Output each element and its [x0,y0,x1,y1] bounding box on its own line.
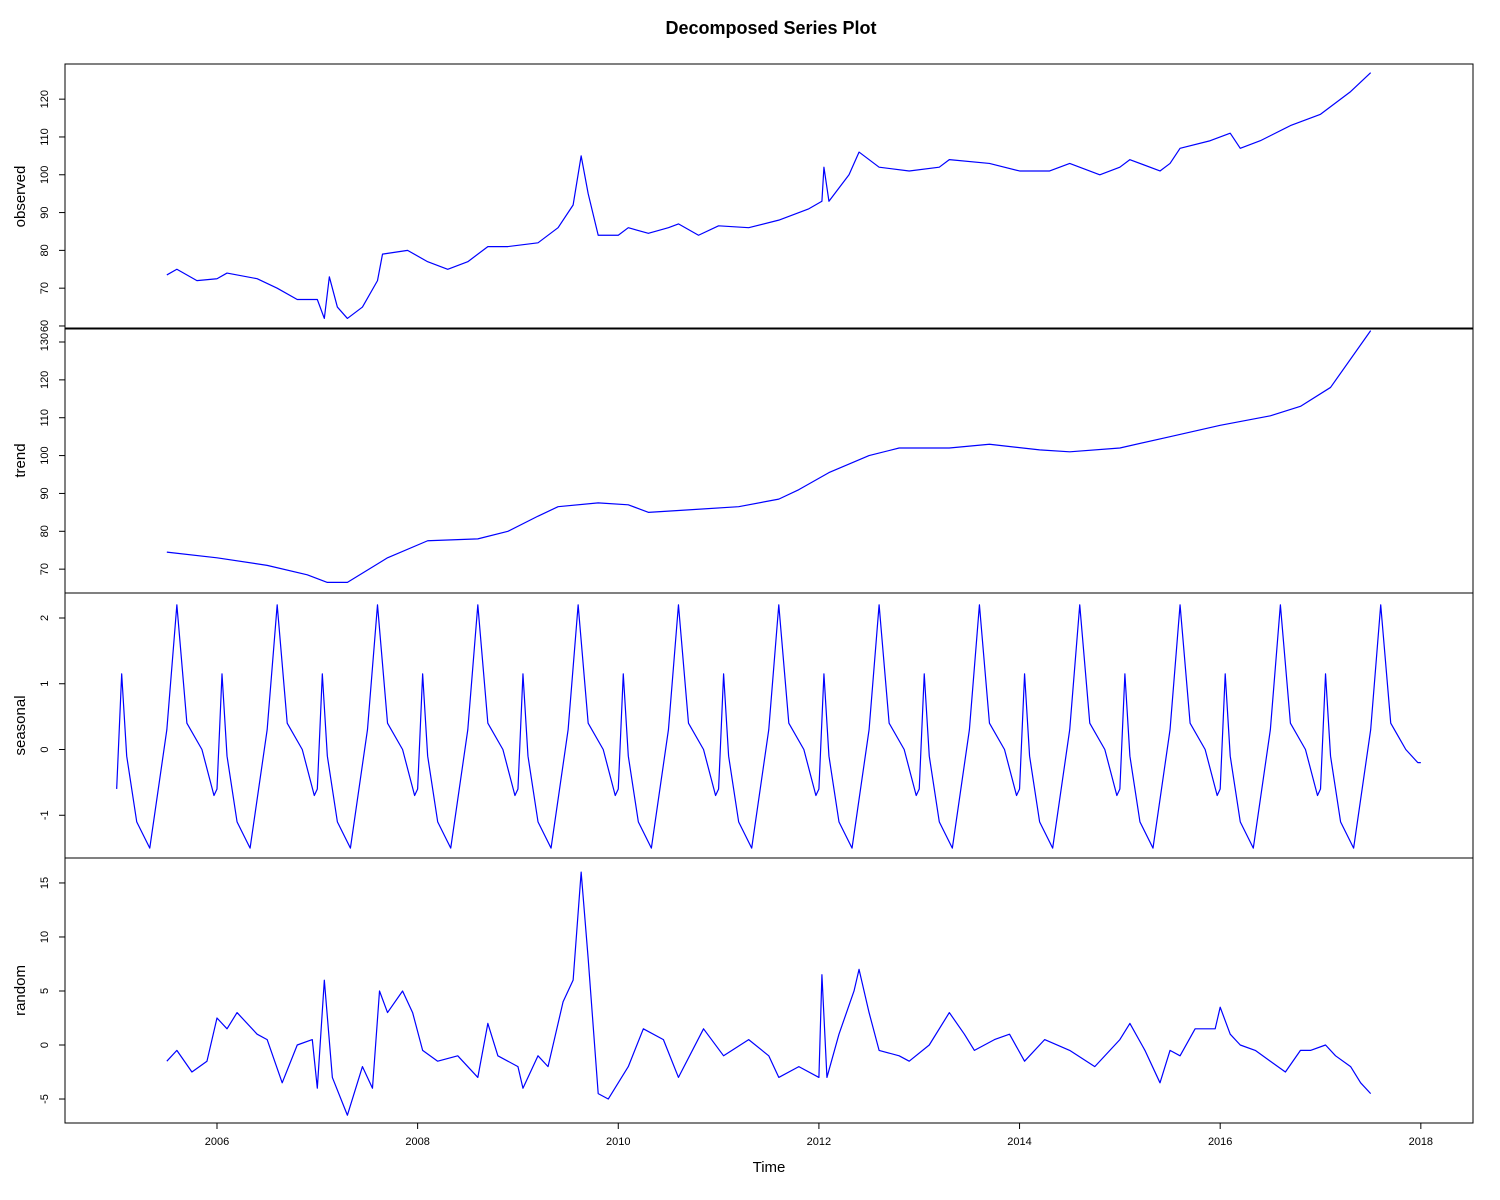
y-tick-label: 60 [39,320,51,332]
x-tick-label: 2008 [405,1136,429,1148]
y-tick-label: 90 [39,206,51,218]
y-tick-label: 0 [39,746,51,752]
y-axis-label: seasonal [12,695,29,755]
y-tick-label: 5 [39,988,51,994]
y-tick-label: -5 [39,1094,51,1104]
y-tick-label: 90 [39,487,51,499]
y-tick-label: 120 [39,371,51,389]
y-axis-label: random [12,965,29,1016]
x-tick-label: 2018 [1409,1136,1433,1148]
chart-title: Decomposed Series Plot [665,18,876,38]
y-tick-label: 0 [39,1042,51,1048]
y-tick-label: 100 [39,166,51,184]
y-tick-label: 110 [39,409,51,427]
x-tick-label: 2006 [205,1136,229,1148]
panel-frame [64,63,1474,330]
y-tick-label: 100 [39,446,51,464]
y-tick-label: 70 [39,563,51,575]
x-tick-label: 2012 [807,1136,831,1148]
y-tick-label: 110 [39,128,51,146]
y-tick-label: 130 [39,333,51,351]
x-tick-label: 2016 [1208,1136,1232,1148]
y-tick-label: 120 [39,90,51,108]
y-tick-label: 70 [39,282,51,294]
y-tick-label: -1 [39,810,51,820]
y-tick-label: 80 [39,244,51,256]
y-axis-label: trend [12,443,29,477]
y-tick-label: 10 [39,931,51,943]
y-tick-label: 15 [39,877,51,889]
y-tick-label: 2 [39,615,51,621]
series-line [166,871,1372,1116]
series-line [166,330,1372,583]
series-line [116,604,1421,849]
y-tick-label: 80 [39,525,51,537]
y-axis-label: observed [12,166,29,228]
x-axis-label: Time [753,1159,786,1176]
series-line [166,72,1372,320]
x-tick-label: 2010 [606,1136,630,1148]
x-tick-label: 2014 [1007,1136,1031,1148]
y-tick-label: 1 [39,681,51,687]
